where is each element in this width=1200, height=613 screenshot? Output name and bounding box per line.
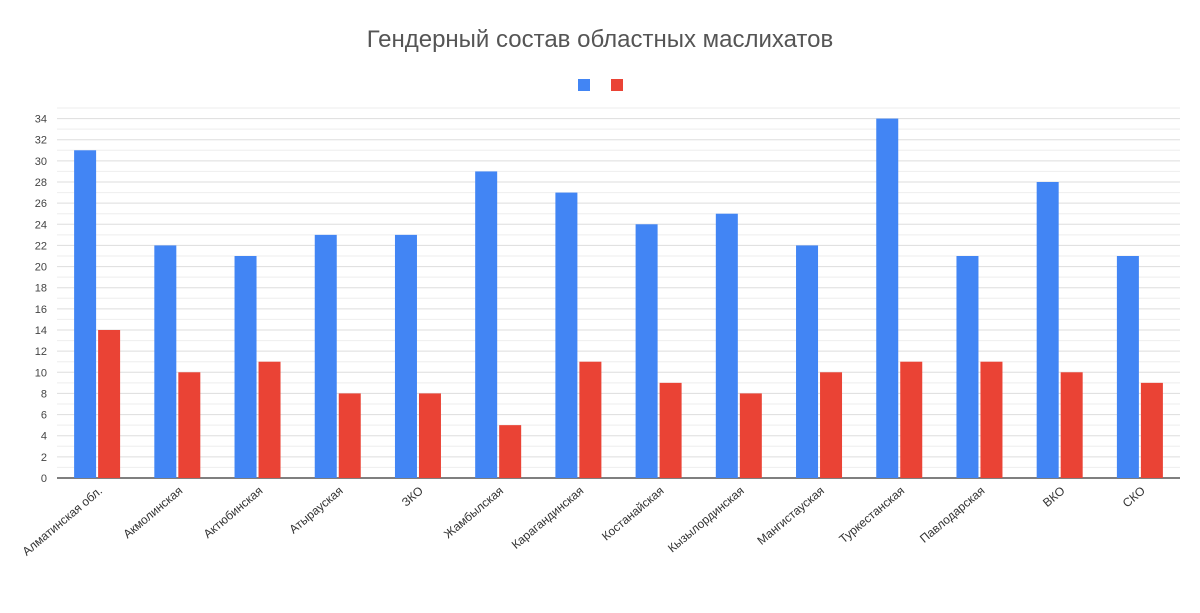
bar-series-2 [739, 393, 762, 478]
y-tick-label: 0 [41, 473, 47, 485]
y-tick-label: 16 [35, 304, 47, 316]
legend-swatch-series-2 [611, 79, 623, 91]
y-tick-label: 14 [35, 325, 47, 337]
y-tick-label: 6 [41, 410, 47, 422]
y-tick-label: 8 [41, 388, 47, 400]
bar-series-1 [475, 171, 498, 478]
bar-series-1 [1116, 256, 1139, 478]
bar-series-1 [1036, 182, 1059, 478]
x-tick-label: Павлодарская [917, 484, 987, 546]
x-tick-label: Акмолинская [120, 484, 185, 542]
x-tick-label: ВКО [1040, 484, 1068, 510]
y-tick-label: 26 [35, 198, 47, 210]
bar-series-1 [74, 150, 97, 479]
x-tick-label: Карагандинская [509, 484, 587, 552]
y-tick-label: 30 [35, 156, 47, 168]
bar-series-2 [98, 330, 121, 478]
x-tick-label: Кызылординская [665, 484, 747, 556]
bar-series-2 [1140, 382, 1163, 478]
y-tick-label: 18 [35, 283, 47, 295]
bar-series-1 [314, 234, 337, 478]
x-tick-label: Актюбинская [201, 484, 266, 542]
bar-series-1 [635, 224, 658, 478]
gridlines [57, 107, 1180, 468]
bar-series-2 [659, 382, 682, 478]
y-tick-label: 2 [41, 452, 47, 464]
bar-series-2 [338, 393, 361, 478]
y-tick-label: 28 [35, 177, 47, 189]
bar-series-1 [715, 213, 738, 478]
y-tick-label: 20 [35, 262, 47, 274]
y-tick-label: 4 [41, 431, 47, 443]
bar-series-2 [1060, 372, 1083, 478]
legend-swatch-series-1 [578, 79, 590, 91]
bar-series-1 [956, 256, 979, 478]
bar-series-1 [394, 234, 417, 478]
bar-series-2 [418, 393, 441, 478]
bar-series-1 [796, 245, 819, 478]
y-tick-label: 12 [35, 346, 47, 358]
y-tick-label: 32 [35, 135, 47, 147]
bar-series-2 [900, 361, 923, 478]
x-tick-label: СКО [1120, 484, 1148, 511]
x-tick-label: Атырауская [286, 484, 345, 537]
bar-series-1 [234, 256, 257, 478]
chart-title: Гендерный состав областных маслихатов [366, 26, 834, 53]
bar-series-1 [555, 192, 578, 479]
x-tick-label: Мангистауская [754, 484, 827, 548]
bar-series-2 [820, 372, 843, 478]
x-tick-label: Костанайская [599, 484, 667, 544]
y-tick-label: 22 [35, 240, 47, 252]
y-tick-label: 24 [35, 219, 47, 231]
bar-series-2 [579, 361, 602, 478]
bar-series-1 [154, 245, 177, 478]
bar-series-2 [499, 425, 522, 478]
x-tick-label: ЗКО [399, 484, 426, 510]
y-tick-label: 10 [35, 367, 47, 379]
x-tick-label: Алматинская обл. [20, 484, 105, 559]
y-tick-label: 34 [35, 114, 47, 126]
bar-series-2 [980, 361, 1003, 478]
bar-series-1 [876, 118, 899, 479]
bar-series-2 [258, 361, 281, 478]
bars: Алматинская обл. Акмолинская Актюбинская Ат… [20, 118, 1163, 559]
bar-series-2 [178, 372, 201, 478]
x-tick-label: Жамбылская [441, 484, 506, 542]
x-tick-label: Туркестанская [836, 484, 907, 547]
chart-legend [0, 76, 1200, 96]
